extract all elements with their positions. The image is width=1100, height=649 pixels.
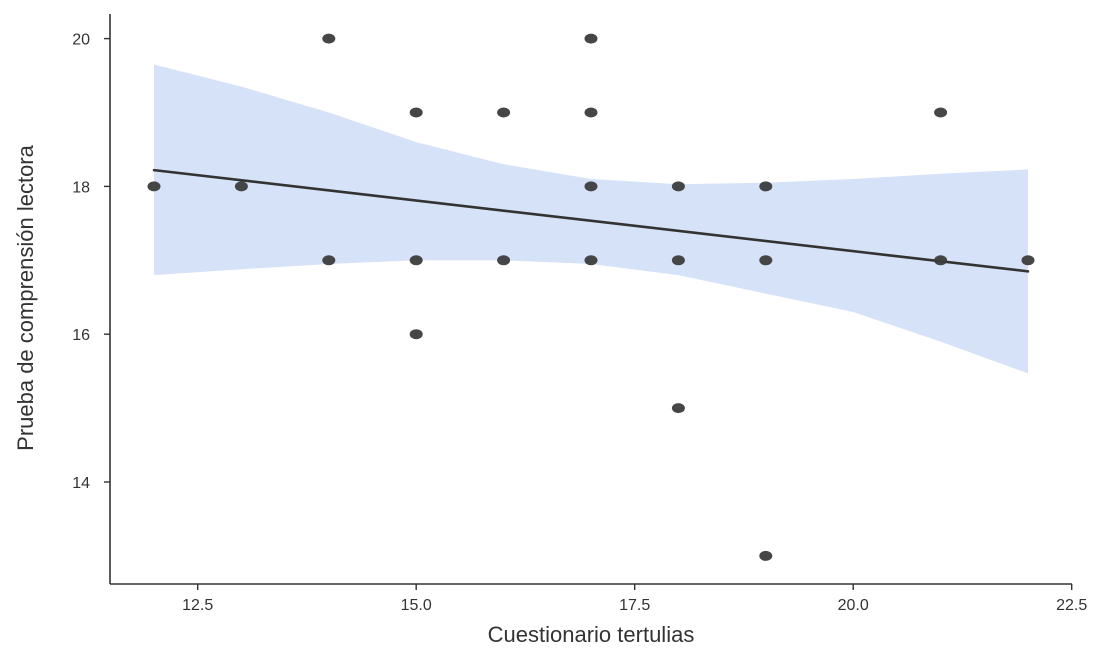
data-point [234, 181, 248, 192]
y-tick-label: 18 [72, 179, 90, 196]
data-point [409, 107, 423, 118]
y-tick-label: 14 [72, 475, 90, 492]
data-point [759, 255, 773, 266]
data-points-layer [147, 33, 1035, 561]
data-point [671, 403, 685, 414]
y-tick-label: 16 [72, 327, 90, 344]
data-point [671, 255, 685, 266]
confidence-band [154, 64, 1028, 374]
x-tick-label: 17.5 [619, 597, 650, 614]
ticks-layer: 12.5 15.0 17.5 20.0 22.5 14 16 18 20 [72, 32, 1087, 614]
data-point [147, 181, 161, 192]
data-point [497, 255, 511, 266]
data-point [409, 255, 423, 266]
data-point [584, 33, 598, 44]
x-tick-label: 12.5 [182, 597, 213, 614]
data-point [584, 181, 598, 192]
y-axis-title: Prueba de comprensión lectora [13, 144, 38, 450]
data-point [409, 329, 423, 340]
confidence-band-layer [154, 64, 1028, 374]
x-tick-label: 20.0 [838, 597, 869, 614]
data-point [671, 181, 685, 192]
data-point [759, 181, 773, 192]
regression-line [152, 168, 1030, 273]
data-point [322, 33, 336, 44]
data-point [584, 107, 598, 118]
data-point [934, 107, 948, 118]
data-point [584, 255, 598, 266]
data-point [934, 255, 948, 266]
data-point [1021, 255, 1035, 266]
y-tick-label: 20 [72, 32, 90, 49]
data-point [322, 255, 336, 266]
x-tick-label: 22.5 [1056, 597, 1087, 614]
axes-layer [109, 14, 1072, 585]
x-tick-label: 15.0 [401, 597, 432, 614]
data-point [759, 550, 773, 561]
x-axis-title: Cuestionario tertulias [488, 622, 695, 647]
data-point [497, 107, 511, 118]
regression-line-layer [152, 168, 1030, 273]
